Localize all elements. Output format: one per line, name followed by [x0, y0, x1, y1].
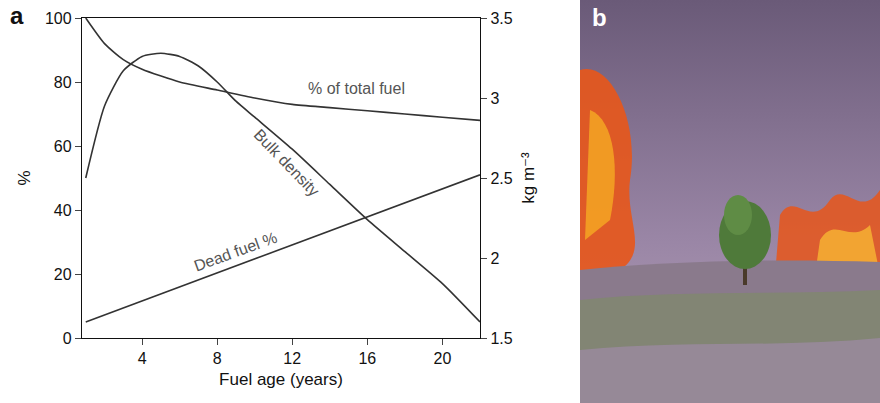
svg-text:Fuel age (years): Fuel age (years) [219, 370, 343, 389]
svg-text:20: 20 [434, 350, 452, 367]
svg-text:% of total fuel: % of total fuel [308, 80, 405, 97]
svg-text:40: 40 [54, 202, 72, 219]
svg-text:2: 2 [490, 250, 499, 267]
svg-text:1.5: 1.5 [490, 330, 512, 347]
html-text:a: a [10, 2, 24, 29]
svg-text:3.5: 3.5 [490, 10, 512, 27]
svg-text:16: 16 [358, 350, 376, 367]
svg-text:%: % [15, 170, 34, 185]
svg-text:80: 80 [54, 74, 72, 91]
svg-text:Bulk density: Bulk density [251, 126, 323, 200]
svg-text:20: 20 [54, 266, 72, 283]
svg-text:4: 4 [138, 350, 147, 367]
svg-text:Dead fuel %: Dead fuel % [192, 229, 280, 275]
svg-text:8: 8 [213, 350, 222, 367]
svg-text:2.5: 2.5 [490, 170, 512, 187]
svg-text:kg m⁻³: kg m⁻³ [519, 152, 538, 204]
svg-text:100: 100 [45, 10, 72, 27]
svg-text:12: 12 [283, 350, 301, 367]
html-text:b: b [592, 4, 607, 31]
svg-text:60: 60 [54, 138, 72, 155]
svg-text:0: 0 [63, 330, 72, 347]
svg-text:3: 3 [490, 90, 499, 107]
